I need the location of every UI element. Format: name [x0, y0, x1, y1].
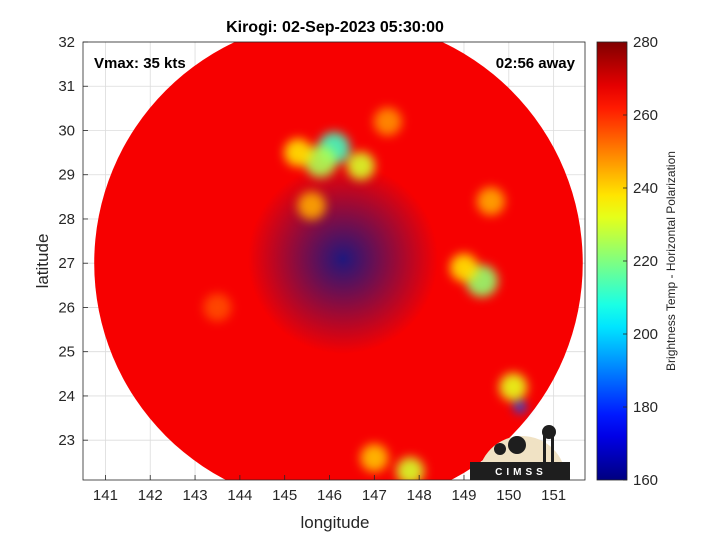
- y-axis-ticks: 23 24 25 26 27 28 29 30 31 32: [58, 34, 88, 449]
- convection-cell: [297, 191, 326, 220]
- x-tick-label: 141: [93, 487, 118, 504]
- y-tick-label: 23: [58, 432, 75, 449]
- vmax-annotation: Vmax: 35 kts: [94, 55, 186, 72]
- convection-cell: [396, 457, 425, 480]
- y-tick-label: 30: [58, 122, 75, 139]
- y-tick-label: 28: [58, 211, 75, 228]
- colorbar-tick-label: 180: [633, 399, 658, 416]
- y-tick-label: 32: [58, 34, 75, 51]
- y-axis-label: latitude: [33, 234, 52, 289]
- colorbar-tick-label: 160: [633, 472, 658, 489]
- x-tick-label: 144: [227, 487, 252, 504]
- x-tick-label: 148: [407, 487, 432, 504]
- x-tick-label: 151: [541, 487, 566, 504]
- colorbar: [597, 42, 627, 480]
- x-tick-label: 143: [183, 487, 208, 504]
- x-tick-label: 145: [272, 487, 297, 504]
- colorbar-tick-label: 280: [633, 34, 658, 51]
- x-tick-label: 146: [317, 487, 342, 504]
- plot-border: [82, 41, 586, 481]
- convection-cell: [514, 401, 527, 413]
- convection-features: [203, 107, 528, 480]
- colorbar-tick-label: 240: [633, 180, 658, 197]
- x-tick-label: 149: [451, 487, 476, 504]
- y-tick-label: 25: [58, 344, 75, 361]
- x-tick-label: 150: [496, 487, 521, 504]
- x-tick-label: 142: [138, 487, 163, 504]
- chart-title: Kirogi: 02-Sep-2023 05:30:00: [226, 19, 444, 36]
- colorbar-tick-label: 220: [633, 253, 658, 270]
- convection-cell: [499, 373, 528, 402]
- convection-cell: [203, 293, 232, 322]
- cimss-logo-text: CIMSS: [495, 467, 547, 478]
- time-away-annotation: 02:56 away: [496, 55, 576, 72]
- x-axis-label: longitude: [300, 513, 369, 532]
- convection-cell: [360, 443, 389, 472]
- y-tick-label: 24: [58, 388, 75, 405]
- convection-cell: [304, 145, 337, 178]
- colorbar-label: Brightness Temp - Horizontal Polarizatio…: [664, 151, 678, 371]
- x-axis-ticks: 141 142 143 144 145 146 147 148 149 150 151: [93, 475, 566, 504]
- convection-cell: [373, 107, 402, 136]
- convection-cell: [449, 253, 478, 282]
- y-tick-label: 27: [58, 255, 75, 272]
- x-tick-label: 147: [362, 487, 387, 504]
- convection-cell: [476, 187, 505, 216]
- convection-cell: [284, 138, 313, 167]
- y-tick-label: 26: [58, 299, 75, 316]
- swath-layer: [94, 42, 583, 480]
- y-tick-label: 29: [58, 167, 75, 184]
- convection-cell: [346, 151, 375, 180]
- y-tick-label: 31: [58, 78, 75, 95]
- colorbar-tick-label: 200: [633, 326, 658, 343]
- storm-eye: [247, 163, 438, 354]
- colorbar-tick-label: 260: [633, 107, 658, 124]
- cimss-logo: CIMSS: [470, 425, 570, 480]
- colorbar-ticks: 160 180 200 220 240 260 280: [623, 34, 658, 489]
